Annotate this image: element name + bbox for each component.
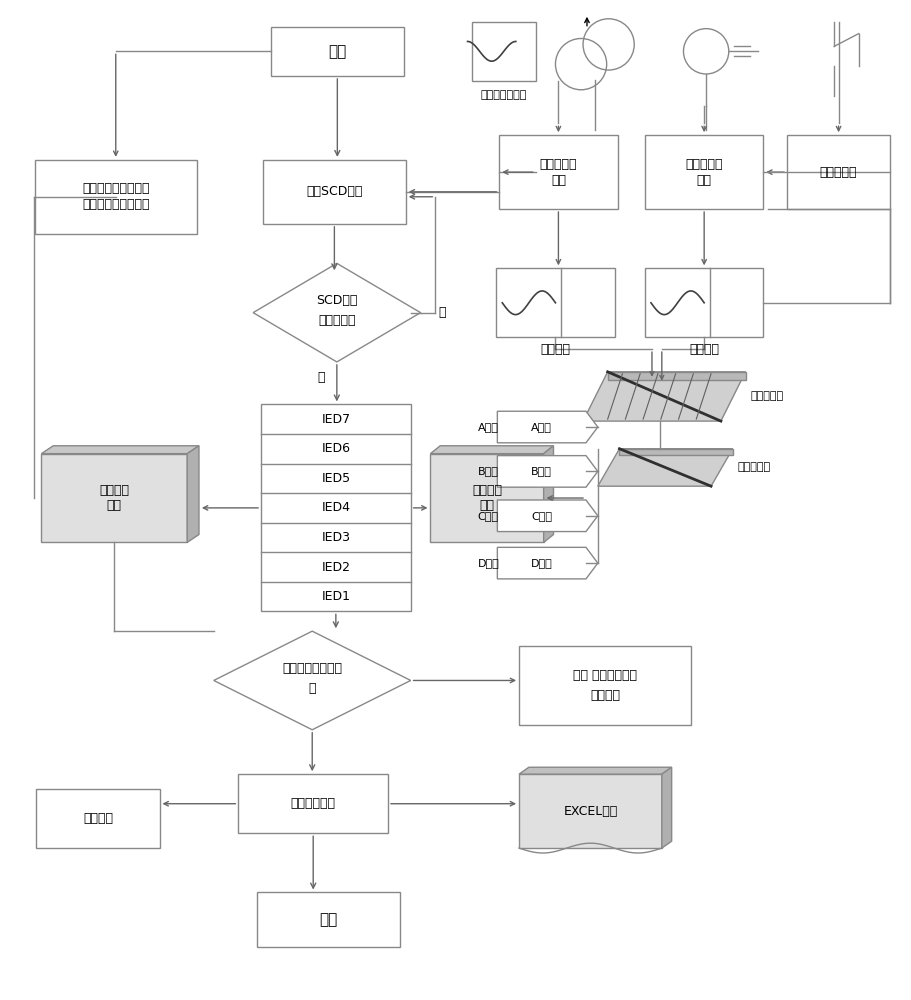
Text: 虚回路连接正确判: 虚回路连接正确判 <box>281 662 342 675</box>
Text: IED1: IED1 <box>321 590 350 603</box>
Text: 动态数据
比对: 动态数据 比对 <box>472 484 501 512</box>
Text: 合法性检查: 合法性检查 <box>318 314 355 327</box>
FancyBboxPatch shape <box>36 789 159 848</box>
Text: 合并单元: 合并单元 <box>689 343 719 356</box>
Text: 断: 断 <box>308 682 315 695</box>
Polygon shape <box>597 449 732 486</box>
FancyBboxPatch shape <box>518 646 691 725</box>
Text: 报警 显示错误回路: 报警 显示错误回路 <box>573 669 637 682</box>
FancyBboxPatch shape <box>471 22 535 81</box>
Polygon shape <box>430 446 553 454</box>
Text: IED5: IED5 <box>321 472 350 485</box>
Text: C通道: C通道 <box>530 511 551 521</box>
Text: 结束: 结束 <box>319 912 337 927</box>
FancyBboxPatch shape <box>644 268 763 337</box>
Text: 智能操作箱: 智能操作箱 <box>819 166 856 179</box>
Text: A通道: A通道 <box>530 422 551 432</box>
FancyBboxPatch shape <box>262 160 405 224</box>
FancyBboxPatch shape <box>518 774 661 848</box>
Polygon shape <box>543 446 553 542</box>
Text: 合并单元: 合并单元 <box>540 343 570 356</box>
Text: 读取设计院提供的标: 读取设计院提供的标 <box>82 182 149 195</box>
FancyBboxPatch shape <box>35 160 197 234</box>
FancyBboxPatch shape <box>430 454 543 542</box>
Text: 智能设备采: 智能设备采 <box>685 158 722 171</box>
Polygon shape <box>496 411 597 443</box>
FancyBboxPatch shape <box>644 135 763 209</box>
Text: B通道: B通道 <box>477 466 498 476</box>
FancyBboxPatch shape <box>257 892 399 947</box>
Text: IED7: IED7 <box>321 413 350 426</box>
Polygon shape <box>518 767 670 774</box>
Polygon shape <box>253 263 420 362</box>
Text: 光电转换器: 光电转换器 <box>737 462 770 472</box>
Polygon shape <box>41 446 199 454</box>
Text: C通道: C通道 <box>477 511 498 521</box>
Text: EXCEL文件: EXCEL文件 <box>563 805 617 818</box>
Text: B通道: B通道 <box>530 466 551 476</box>
Polygon shape <box>607 372 744 380</box>
Polygon shape <box>496 456 597 487</box>
Text: 集卡: 集卡 <box>550 174 566 187</box>
Polygon shape <box>213 631 410 730</box>
Text: 数字信号发生器: 数字信号发生器 <box>480 90 527 100</box>
Text: D通道: D通道 <box>477 558 499 568</box>
FancyBboxPatch shape <box>499 135 617 209</box>
FancyBboxPatch shape <box>261 404 410 611</box>
Text: IED2: IED2 <box>321 561 350 574</box>
Text: IED6: IED6 <box>321 442 350 455</box>
Text: 数据存储: 数据存储 <box>83 812 113 825</box>
Text: 检查结果存储: 检查结果存储 <box>291 797 335 810</box>
Text: 开始: 开始 <box>328 44 346 59</box>
Text: A通道: A通道 <box>477 422 498 432</box>
Text: 集卡: 集卡 <box>696 174 711 187</box>
Text: D通道: D通道 <box>530 558 552 568</box>
FancyBboxPatch shape <box>238 774 387 833</box>
FancyBboxPatch shape <box>496 268 614 337</box>
Polygon shape <box>582 372 744 421</box>
Text: 物理地址: 物理地址 <box>589 689 619 702</box>
Text: IED3: IED3 <box>321 531 350 544</box>
Polygon shape <box>496 547 597 579</box>
Text: SCD文件: SCD文件 <box>316 294 357 307</box>
Text: 智能设备采: 智能设备采 <box>539 158 577 171</box>
Text: 工业交换机: 工业交换机 <box>750 391 783 401</box>
FancyBboxPatch shape <box>271 27 404 76</box>
Text: 读取SCD文件: 读取SCD文件 <box>306 185 363 198</box>
Text: 准设计回路数据文件: 准设计回路数据文件 <box>82 198 149 211</box>
Text: 是: 是 <box>317 371 324 384</box>
Polygon shape <box>619 449 732 455</box>
Text: 否: 否 <box>438 306 445 319</box>
Polygon shape <box>496 500 597 532</box>
Polygon shape <box>187 446 199 542</box>
Text: IED4: IED4 <box>321 501 350 514</box>
FancyBboxPatch shape <box>786 135 889 209</box>
FancyBboxPatch shape <box>41 454 187 542</box>
Text: 静态数据
比对: 静态数据 比对 <box>99 484 129 512</box>
Polygon shape <box>661 767 670 848</box>
